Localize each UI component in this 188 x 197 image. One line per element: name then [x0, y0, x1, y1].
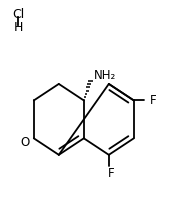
- Text: O: O: [21, 136, 30, 149]
- Text: H: H: [13, 21, 23, 34]
- Text: F: F: [108, 167, 114, 180]
- Text: F: F: [150, 94, 156, 107]
- Text: NH₂: NH₂: [94, 69, 116, 82]
- Text: Cl: Cl: [12, 7, 24, 20]
